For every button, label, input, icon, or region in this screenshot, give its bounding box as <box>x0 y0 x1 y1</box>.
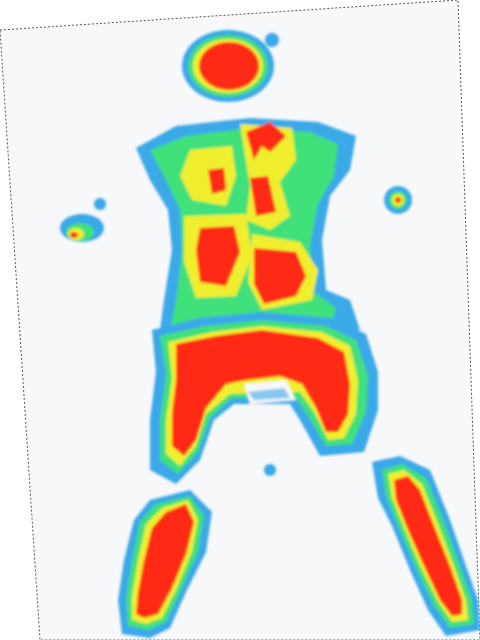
heat-regions <box>60 30 480 638</box>
left-leg-region <box>118 490 212 638</box>
pelvis-region <box>150 312 378 484</box>
left-hand-region <box>60 214 104 242</box>
right-leg-region <box>372 456 480 636</box>
right-hand-region <box>384 186 412 214</box>
floor-speck <box>264 464 276 476</box>
torso-region <box>136 118 360 330</box>
head-speck <box>265 33 279 47</box>
head-region <box>182 30 274 102</box>
